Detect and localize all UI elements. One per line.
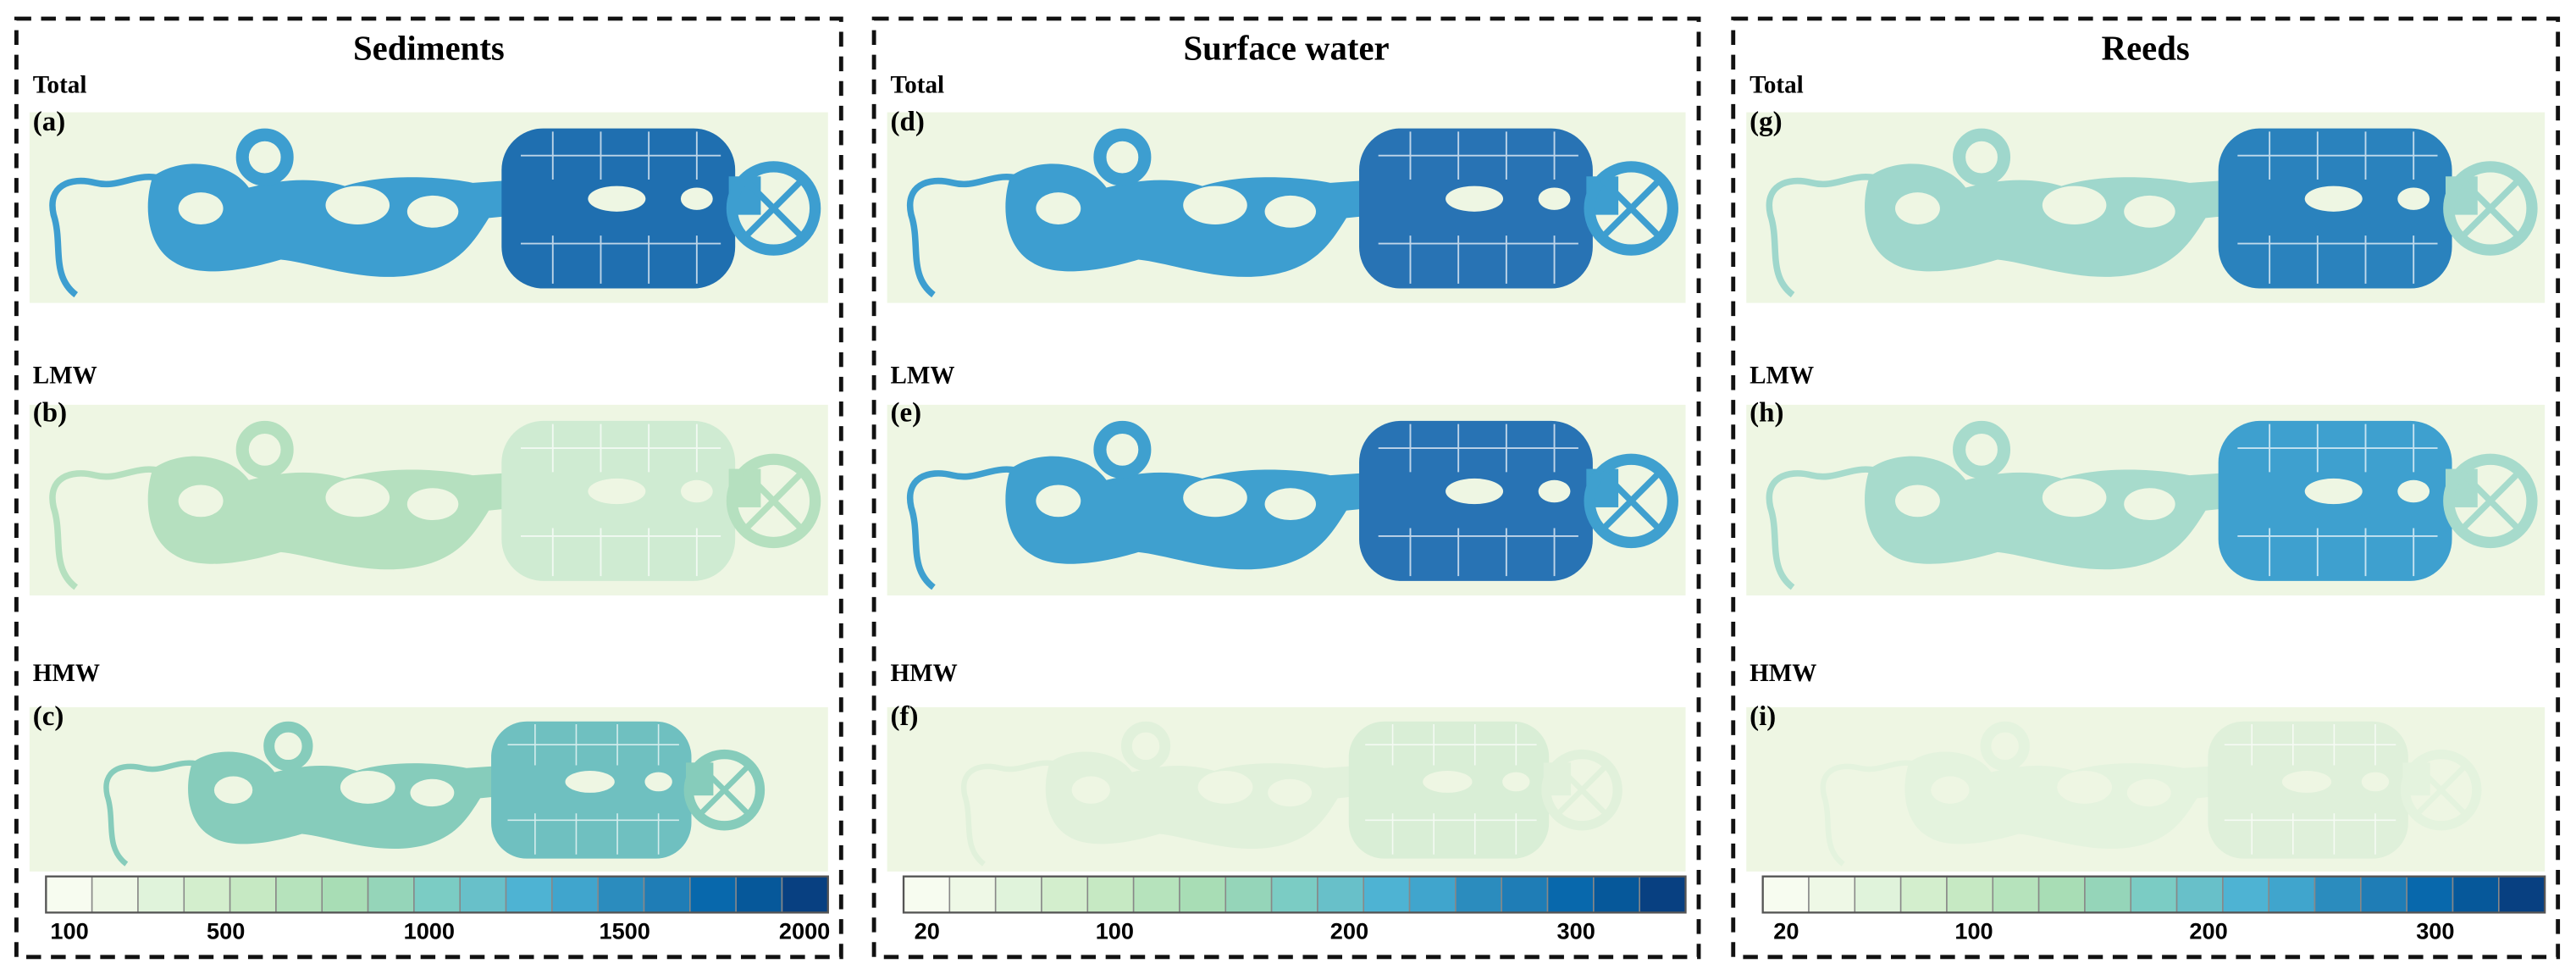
colorbar-cell: [1408, 875, 1457, 914]
colorbar-cell: [2452, 875, 2500, 914]
colorbar-cell: [321, 875, 369, 914]
colorbar-cell: [2360, 875, 2407, 914]
colorbar-cell: [1179, 875, 1227, 914]
colorbar-tick-label: 1500: [599, 917, 650, 944]
colorbar-cell: [948, 875, 997, 914]
colorbar-cell: [1639, 875, 1687, 914]
colorbar-cell: [1761, 875, 1810, 914]
colorbar-cell: [994, 875, 1042, 914]
group-label: HMW: [1750, 660, 1816, 687]
panel-label: (a): [33, 107, 65, 137]
colorbar-tick-label: 20: [1773, 917, 1799, 944]
colorbar-cell: [1808, 875, 1856, 914]
panel-title: Reeds: [2102, 29, 2190, 67]
colorbar-cell: [551, 875, 599, 914]
panel-label: (f): [891, 701, 919, 732]
colorbar-cell: [2406, 875, 2454, 914]
colorbar-tick-label: 200: [2189, 917, 2227, 944]
colorbar-cell: [1363, 875, 1411, 914]
colorbar-cell: [689, 875, 737, 914]
colorbar-cell: [2222, 875, 2269, 914]
colorbar-tick-label: 20: [915, 917, 940, 944]
colorbar-cell: [2130, 875, 2178, 914]
group-label: Total: [33, 71, 87, 98]
colorbar-cell: [1317, 875, 1365, 914]
colorbar-cell: [1546, 875, 1595, 914]
panel-border: [871, 16, 1701, 960]
colorbar-cell: [413, 875, 461, 914]
colorbar-cell: [91, 875, 139, 914]
colorbar-cell: [735, 875, 783, 914]
colorbar-cell: [2313, 875, 2362, 914]
colorbar-cell: [505, 875, 553, 914]
colorbar-cell: [781, 875, 829, 914]
colorbar-cell: [597, 875, 645, 914]
colorbar-cell: [1132, 875, 1180, 914]
colorbar-tick-label: 100: [50, 917, 88, 944]
colorbar-cell: [1593, 875, 1640, 914]
colorbar-cell: [643, 875, 691, 914]
colorbar-cell: [1224, 875, 1273, 914]
colorbar-frame: [1761, 875, 2546, 914]
colorbar-tick-label: 500: [207, 917, 245, 944]
colorbar-tick-label: 300: [1557, 917, 1595, 944]
panel-label: (b): [33, 397, 67, 428]
panel-label: (g): [1750, 107, 1782, 137]
panel-label: (c): [33, 701, 64, 732]
colorbar-cell: [183, 875, 231, 914]
colorbar-cell: [1086, 875, 1135, 914]
colorbar-cell: [1946, 875, 1994, 914]
colorbar-frame: [902, 875, 1687, 914]
colorbar-cell: [2268, 875, 2316, 914]
group-label: HMW: [891, 660, 958, 687]
group-label: LMW: [33, 363, 97, 390]
colorbar-cell: [2084, 875, 2132, 914]
group-label: Total: [1750, 71, 1804, 98]
colorbar-cell: [1455, 875, 1502, 914]
group-label: Total: [891, 71, 945, 98]
colorbar-frame: [45, 875, 829, 914]
colorbar-cell: [367, 875, 415, 914]
panel-border: [1731, 16, 2561, 960]
colorbar-cell: [903, 875, 951, 914]
colorbar-cell: [275, 875, 323, 914]
colorbar-cell: [2498, 875, 2546, 914]
panel-title: Surface water: [1183, 29, 1389, 67]
panel-label: (e): [891, 397, 922, 428]
colorbar-cell: [1270, 875, 1318, 914]
colorbar-cell: [45, 875, 93, 914]
colorbar-cell: [137, 875, 185, 914]
panel-label: (i): [1750, 701, 1776, 732]
colorbar-tick-label: 2000: [779, 917, 830, 944]
colorbar-cell: [1854, 875, 1902, 914]
colorbar-cell: [1899, 875, 1948, 914]
panel-label: (d): [891, 107, 925, 137]
colorbar-cell: [1992, 875, 2040, 914]
group-label: LMW: [1750, 363, 1814, 390]
colorbar-cell: [1041, 875, 1089, 914]
panel-border: [14, 16, 843, 960]
colorbar-cell: [229, 875, 277, 914]
panel-label: (h): [1750, 397, 1783, 428]
group-label: HMW: [33, 660, 100, 687]
colorbar-tick-label: 100: [1954, 917, 1993, 944]
colorbar-cell: [1501, 875, 1549, 914]
colorbar-tick-label: 200: [1330, 917, 1368, 944]
colorbar-cell: [2037, 875, 2086, 914]
colorbar-tick-label: 1000: [404, 917, 455, 944]
colorbar-cell: [2175, 875, 2224, 914]
colorbar-tick-label: 300: [2416, 917, 2454, 944]
colorbar-cell: [459, 875, 507, 914]
colorbar-tick-label: 100: [1096, 917, 1134, 944]
panel-title: Sediments: [353, 29, 505, 67]
group-label: LMW: [891, 363, 955, 390]
